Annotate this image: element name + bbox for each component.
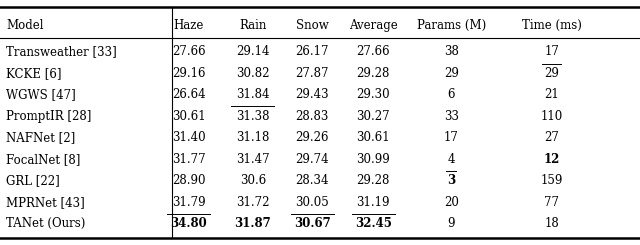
Text: 27.87: 27.87 [296,67,329,80]
Text: 38: 38 [444,45,459,58]
Text: 30.05: 30.05 [296,196,329,209]
Text: 29.30: 29.30 [356,88,390,101]
Text: 29.43: 29.43 [296,88,329,101]
Text: 31.77: 31.77 [172,153,205,166]
Text: 30.82: 30.82 [236,67,269,80]
Text: 12: 12 [543,153,560,166]
Text: 30.6: 30.6 [239,174,266,187]
Text: 29.74: 29.74 [296,153,329,166]
Text: GRL [22]: GRL [22] [6,174,60,187]
Text: 9: 9 [447,217,455,230]
Text: 21: 21 [544,88,559,101]
Text: 29.26: 29.26 [296,131,329,144]
Text: 27.66: 27.66 [172,45,205,58]
Text: 4: 4 [447,153,455,166]
Text: 17: 17 [544,45,559,58]
Text: 3: 3 [447,174,455,187]
Text: 30.61: 30.61 [172,110,205,123]
Text: 31.84: 31.84 [236,88,269,101]
Text: 29: 29 [444,67,459,80]
Text: NAFNet [2]: NAFNet [2] [6,131,76,144]
Text: 17: 17 [444,131,459,144]
Text: 31.72: 31.72 [236,196,269,209]
Text: 27.66: 27.66 [356,45,390,58]
Text: 159: 159 [541,174,563,187]
Text: 110: 110 [541,110,563,123]
Text: PromptIR [28]: PromptIR [28] [6,110,92,123]
Text: 34.80: 34.80 [170,217,207,230]
Text: 29.16: 29.16 [172,67,205,80]
Text: 29.28: 29.28 [356,174,390,187]
Text: 31.18: 31.18 [236,131,269,144]
Text: 30.27: 30.27 [356,110,390,123]
Text: WGWS [47]: WGWS [47] [6,88,76,101]
Text: 6: 6 [447,88,455,101]
Text: FocalNet [8]: FocalNet [8] [6,153,81,166]
Text: Time (ms): Time (ms) [522,19,582,32]
Text: 31.40: 31.40 [172,131,205,144]
Text: Snow: Snow [296,19,329,32]
Text: Rain: Rain [239,19,266,32]
Text: Params (M): Params (M) [417,19,486,32]
Text: KCKE [6]: KCKE [6] [6,67,62,80]
Text: 28.83: 28.83 [296,110,329,123]
Text: 77: 77 [544,196,559,209]
Text: 30.67: 30.67 [294,217,331,230]
Text: 31.79: 31.79 [172,196,205,209]
Text: 31.38: 31.38 [236,110,269,123]
Text: 31.19: 31.19 [356,196,390,209]
Text: MPRNet [43]: MPRNet [43] [6,196,85,209]
Text: 26.64: 26.64 [172,88,205,101]
Text: Model: Model [6,19,44,32]
Text: 29.28: 29.28 [356,67,390,80]
Text: 28.34: 28.34 [296,174,329,187]
Text: TANet (Ours): TANet (Ours) [6,217,86,230]
Text: 28.90: 28.90 [172,174,205,187]
Text: Transweather [33]: Transweather [33] [6,45,117,58]
Text: 20: 20 [444,196,459,209]
Text: 30.99: 30.99 [356,153,390,166]
Text: 26.17: 26.17 [296,45,329,58]
Text: 32.45: 32.45 [355,217,392,230]
Text: 31.47: 31.47 [236,153,269,166]
Text: 18: 18 [544,217,559,230]
Text: 33: 33 [444,110,459,123]
Text: 30.61: 30.61 [356,131,390,144]
Text: 29.14: 29.14 [236,45,269,58]
Text: 29: 29 [544,67,559,80]
Text: 31.87: 31.87 [234,217,271,230]
Text: Haze: Haze [173,19,204,32]
Text: 27: 27 [544,131,559,144]
Text: Average: Average [349,19,397,32]
